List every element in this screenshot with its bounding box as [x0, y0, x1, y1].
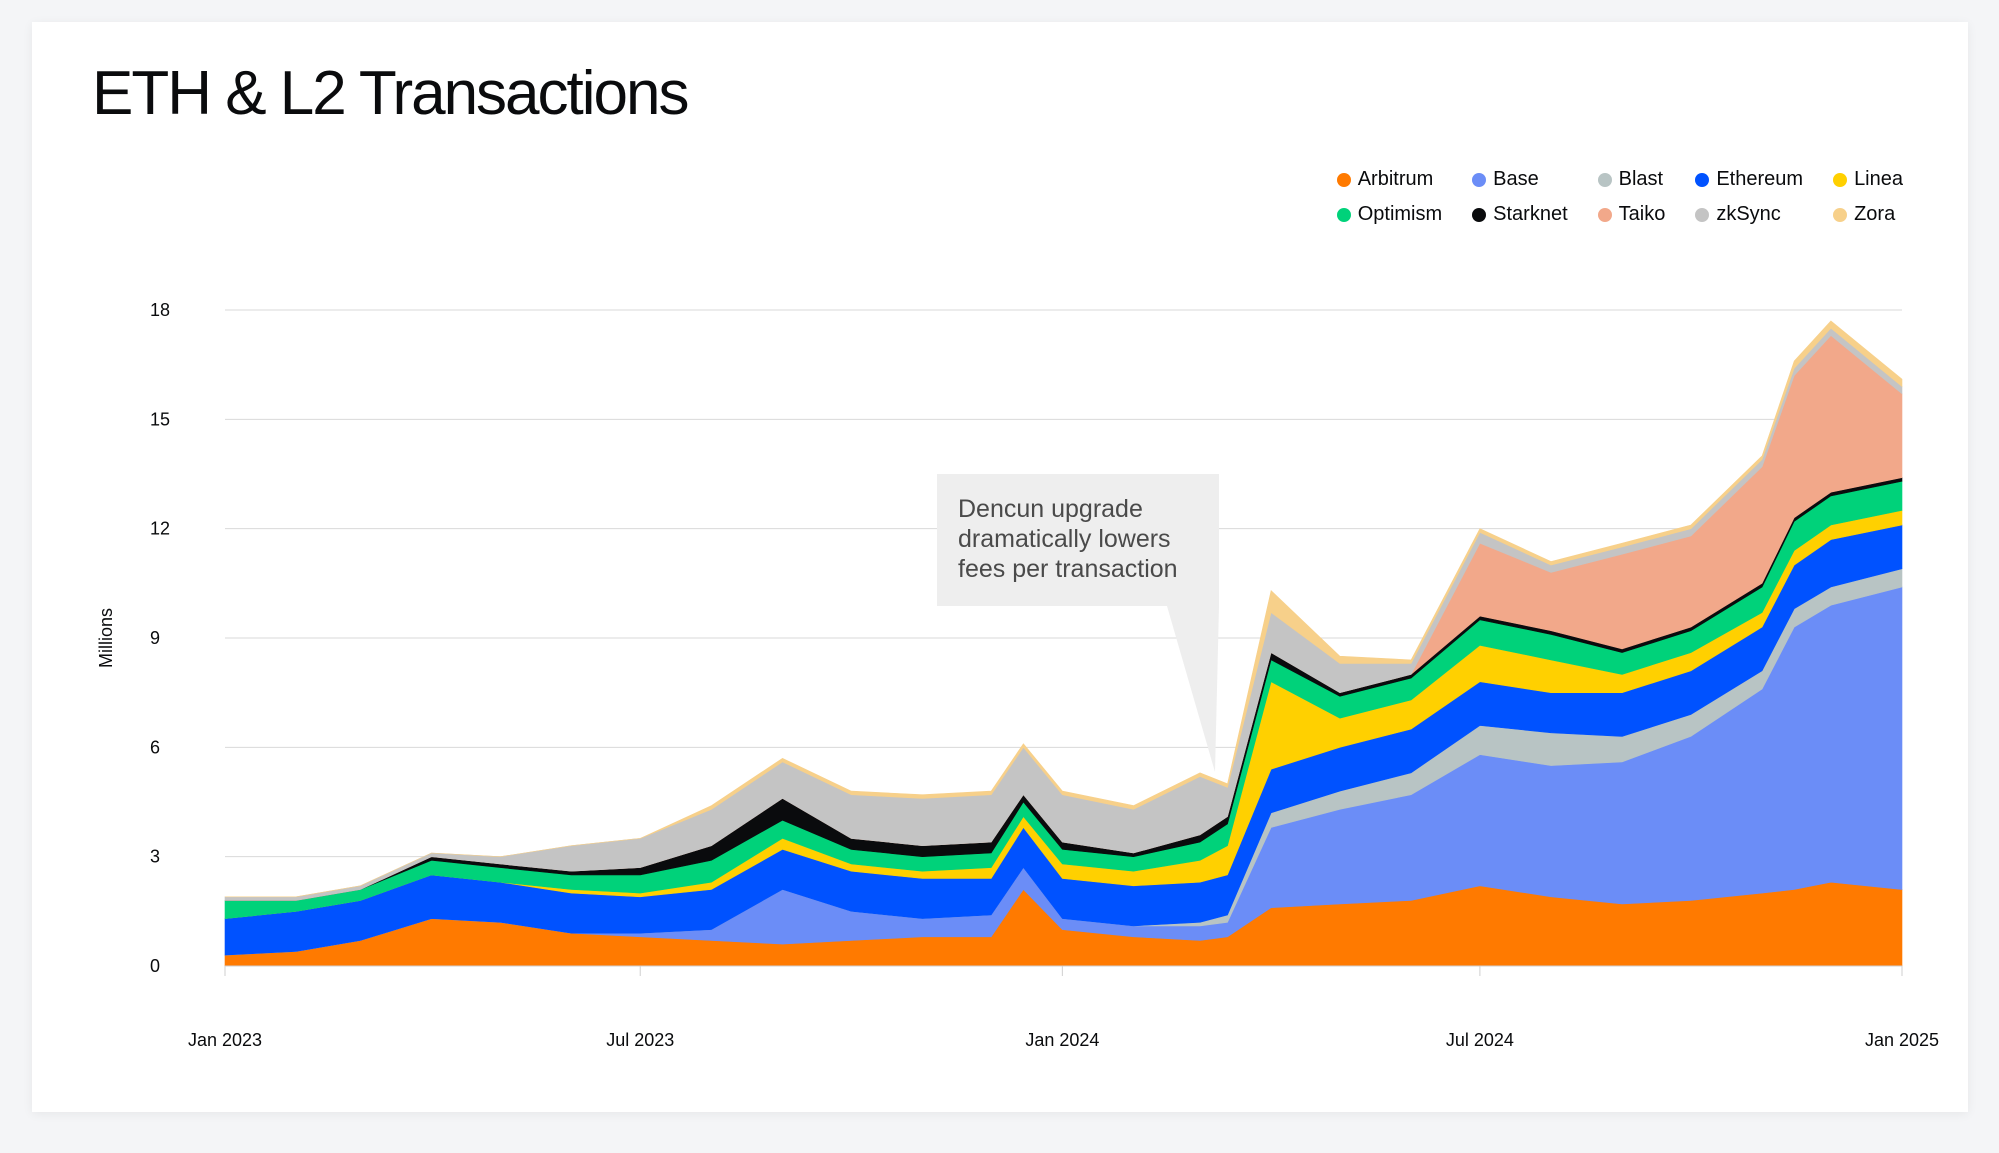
legend-swatch	[1472, 207, 1487, 222]
area-series	[224, 320, 1903, 967]
y-axis-title: Millions	[96, 608, 116, 668]
legend-swatch	[1833, 172, 1848, 187]
legend-swatch	[1597, 172, 1612, 187]
legend-item-linea: Linea	[1833, 168, 1903, 191]
y-tick-label: 12	[150, 519, 170, 539]
y-tick-label: 3	[150, 847, 160, 867]
legend-item-optimism: Optimism	[1336, 203, 1443, 226]
x-tick-label: Jul 2023	[606, 1030, 674, 1050]
legend-label: Ethereum	[1716, 168, 1804, 190]
legend-label: Arbitrum	[1357, 168, 1434, 190]
legend-label: zkSync	[1716, 203, 1781, 225]
axes: 0 3 6 9 12 15 18 Jan 2023 Jul 2023 Jan 2024 Jul 20…	[96, 300, 1939, 1050]
y-tick-label: 15	[150, 409, 170, 429]
annotation-text: Dencun upgrade dramatically lowers fees …	[958, 495, 1178, 583]
legend-label: Zora	[1854, 203, 1896, 225]
dencun-annotation: Dencun upgrade dramatically lowers fees …	[937, 474, 1219, 606]
legend-label: Starknet	[1493, 203, 1568, 225]
legend-item-blast: Blast	[1597, 168, 1666, 191]
legend-swatch	[1695, 172, 1710, 187]
legend-label: Taiko	[1618, 203, 1666, 225]
legend-item-taiko: Taiko	[1597, 203, 1666, 226]
x-tick-label: Jan 2023	[188, 1030, 262, 1050]
legend-label: Linea	[1854, 168, 1903, 190]
legend-item-starknet: Starknet	[1472, 203, 1568, 226]
legend-swatch	[1695, 207, 1710, 222]
x-tick-label: Jul 2024	[1446, 1030, 1514, 1050]
y-tick-label: 9	[150, 628, 160, 648]
legend-item-ethereum: Ethereum	[1695, 168, 1803, 191]
legend-item-base: Base	[1472, 168, 1567, 191]
x-tick-label: Jan 2024	[1025, 1030, 1099, 1050]
x-tick-label: Jan 2025	[1865, 1030, 1939, 1050]
area-zora	[225, 320, 1903, 898]
legend-swatch	[1336, 172, 1351, 187]
chart-legend: Arbitrum Base Blast Ethereum Linea Optimism St…	[1336, 168, 1903, 226]
y-tick-label: 18	[150, 300, 170, 320]
legend-swatch	[1833, 207, 1848, 222]
legend-label: Base	[1493, 168, 1539, 190]
legend-label: Blast	[1618, 168, 1664, 190]
chart-title: ETH & L2 Transactions	[92, 59, 689, 128]
legend-item-zora: Zora	[1833, 203, 1903, 226]
legend-swatch	[1472, 172, 1487, 187]
y-tick-label: 0	[150, 956, 160, 976]
legend-swatch	[1597, 207, 1612, 222]
legend-swatch	[1336, 207, 1351, 222]
legend-item-zksync: zkSync	[1695, 203, 1803, 226]
legend-label: Optimism	[1357, 203, 1443, 225]
y-tick-label: 6	[150, 737, 160, 757]
annotation-pointer	[1167, 606, 1219, 772]
legend-item-arbitrum: Arbitrum	[1336, 168, 1442, 191]
